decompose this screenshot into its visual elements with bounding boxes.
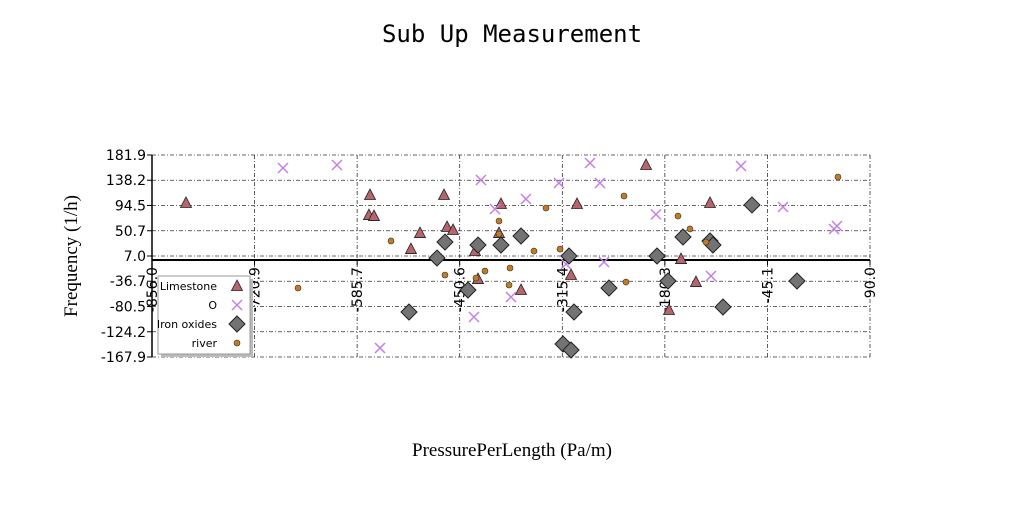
y-axis-label: Frequency (1/h) [61, 195, 82, 317]
dot-marker [506, 264, 514, 272]
dot-marker [294, 284, 302, 292]
x-marker [705, 270, 717, 282]
triangle-marker [404, 242, 418, 254]
y-tick-label: -124.2 [101, 325, 146, 341]
diamond-marker [400, 303, 418, 321]
diamond-marker [228, 315, 246, 333]
dot-marker [387, 237, 395, 245]
triangle-marker [514, 283, 528, 295]
triangle-marker [437, 188, 451, 200]
x-marker [231, 299, 243, 311]
legend: Limestone O Iron oxides river [157, 275, 253, 357]
diamond-marker [469, 236, 487, 254]
triangle-marker [639, 158, 653, 170]
x-tick-label: 90.0 [863, 267, 879, 298]
y-tick-label: -167.9 [101, 350, 146, 366]
dot-marker [495, 230, 503, 238]
dot-marker [834, 173, 842, 181]
triangle-marker [662, 303, 676, 315]
triangle-marker [230, 279, 244, 291]
legend-label: O [208, 299, 217, 312]
x-axis-label: PressurePerLength (Pa/m) [412, 440, 612, 461]
x-marker [598, 256, 610, 268]
x-marker [475, 174, 487, 186]
diamond-marker [648, 247, 666, 265]
y-tick-label: 181.9 [106, 148, 146, 164]
y-tick-label: 94.5 [115, 198, 146, 214]
x-marker [594, 177, 606, 189]
x-tick-label: -180.3 [658, 267, 674, 312]
diamond-marker [674, 228, 692, 246]
diamond-marker [492, 236, 510, 254]
dot-marker [556, 245, 564, 253]
legend-label: Iron oxides [157, 318, 217, 331]
x-tick-label: -585.7 [350, 267, 366, 312]
diamond-marker [560, 247, 578, 265]
x-marker [489, 203, 501, 215]
y-tick-label: -36.7 [110, 274, 146, 290]
legend-label: Limestone [160, 280, 217, 293]
x-marker [331, 159, 343, 171]
x-marker [735, 160, 747, 172]
dot-marker [233, 339, 241, 347]
x-marker [553, 177, 565, 189]
dot-marker [620, 192, 628, 200]
triangle-marker [570, 197, 584, 209]
triangle-marker [413, 226, 427, 238]
y-tick-label: 7.0 [124, 249, 146, 265]
triangle-marker [689, 275, 703, 287]
dot-marker [441, 271, 449, 279]
diamond-marker [562, 341, 580, 359]
diamond-marker [743, 196, 761, 214]
dot-marker [505, 281, 513, 289]
diamond-marker [436, 233, 454, 251]
diamond-marker [512, 227, 530, 245]
y-tick-label: 138.2 [106, 173, 146, 189]
dot-marker [530, 247, 538, 255]
triangle-marker [703, 196, 717, 208]
y-tick-label: 50.7 [115, 224, 146, 240]
x-marker [520, 193, 532, 205]
triangle-marker [367, 209, 381, 221]
dot-marker [481, 267, 489, 275]
x-marker [831, 220, 843, 232]
dot-marker [472, 274, 480, 282]
legend-label: river [192, 337, 218, 350]
x-marker [584, 157, 596, 169]
dot-marker [542, 204, 550, 212]
diamond-marker [565, 303, 583, 321]
diamond-marker [428, 249, 446, 267]
dot-marker [622, 278, 630, 286]
diamond-marker [788, 272, 806, 290]
triangle-marker [674, 252, 688, 264]
x-marker [505, 291, 517, 303]
dot-marker [686, 225, 694, 233]
triangle-marker [363, 188, 377, 200]
x-marker [277, 162, 289, 174]
triangle-marker [564, 268, 578, 280]
triangle-marker [440, 220, 454, 232]
x-marker [468, 311, 480, 323]
triangle-marker [446, 223, 460, 235]
x-marker [650, 208, 662, 220]
x-marker [374, 342, 386, 354]
dot-marker [674, 212, 682, 220]
triangle-marker [179, 196, 193, 208]
diamond-marker [600, 279, 618, 297]
diamond-marker [659, 272, 677, 290]
diamond-marker [459, 281, 477, 299]
dot-marker [495, 217, 503, 225]
y-tick-label: -80.5 [110, 300, 146, 316]
x-marker [777, 201, 789, 213]
x-tick-label: -856.0 [145, 267, 161, 312]
diamond-marker [714, 298, 732, 316]
x-tick-label: -45.1 [760, 267, 776, 303]
dot-marker [702, 238, 710, 246]
chart-title: Sub Up Measurement [382, 20, 642, 48]
